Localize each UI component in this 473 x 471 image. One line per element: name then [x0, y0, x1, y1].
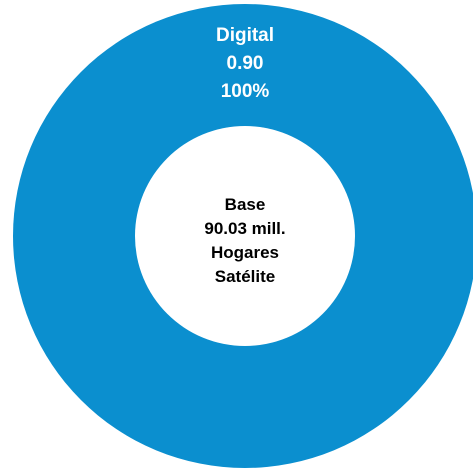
donut-hole	[135, 126, 355, 346]
center-label-line-3: Hogares	[210, 243, 280, 262]
slice-label-name: Digital	[215, 25, 275, 46]
slice-label-value: 0.90	[226, 53, 264, 74]
center-label-line-1: Base	[224, 195, 266, 214]
center-label-line-2: 90.03 mill.	[204, 219, 286, 238]
slice-label-percent: 100%	[220, 81, 270, 102]
center-label-line-4: Satélite	[214, 267, 276, 286]
